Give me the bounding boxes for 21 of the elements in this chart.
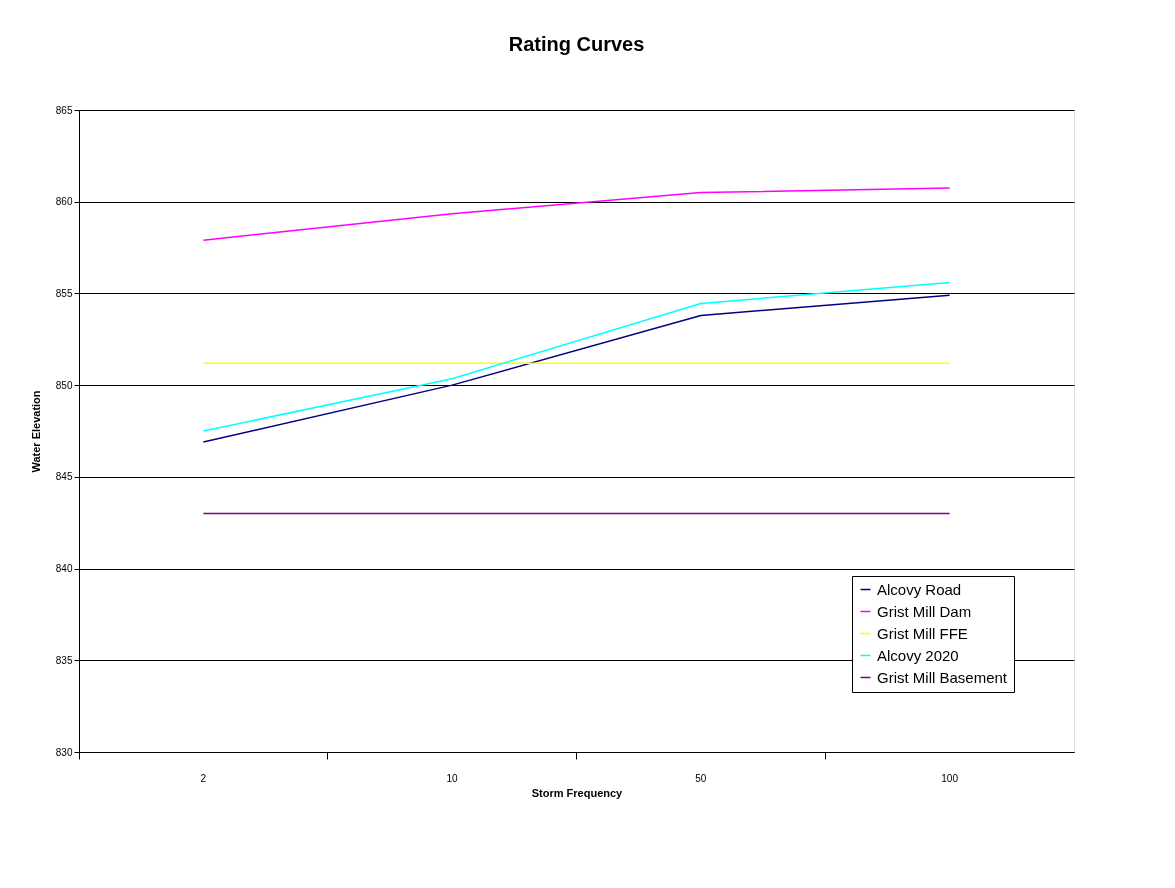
- x-tick-label: 100: [941, 772, 959, 784]
- y-tick-label: 850: [55, 379, 73, 391]
- y-tick-label: 830: [55, 746, 73, 758]
- line-series: [202, 187, 951, 241]
- y-tick-label: 845: [55, 471, 73, 483]
- y-tick-label: 835: [55, 654, 73, 666]
- legend-label: Grist Mill Dam: [877, 602, 972, 620]
- x-tick-label: 50: [695, 772, 707, 784]
- y-axis-title: Water Elevation: [29, 390, 42, 473]
- x-tick-label: 10: [446, 772, 459, 784]
- y-tick-label: 865: [55, 104, 73, 116]
- chart-title: Rating Curves: [508, 33, 645, 55]
- legend-label: Grist Mill FFE: [877, 624, 968, 642]
- x-axis-title: Storm Frequency: [531, 786, 624, 799]
- legend-label: Alcovy Road: [877, 580, 962, 598]
- x-tick-label: 2: [200, 772, 207, 784]
- y-tick-label: 855: [55, 287, 73, 299]
- legend-label: Grist Mill Basement: [877, 668, 1008, 686]
- y-tick-label: 860: [55, 196, 73, 208]
- y-tick-label: 840: [55, 563, 73, 575]
- legend-label: Alcovy 2020: [877, 646, 959, 664]
